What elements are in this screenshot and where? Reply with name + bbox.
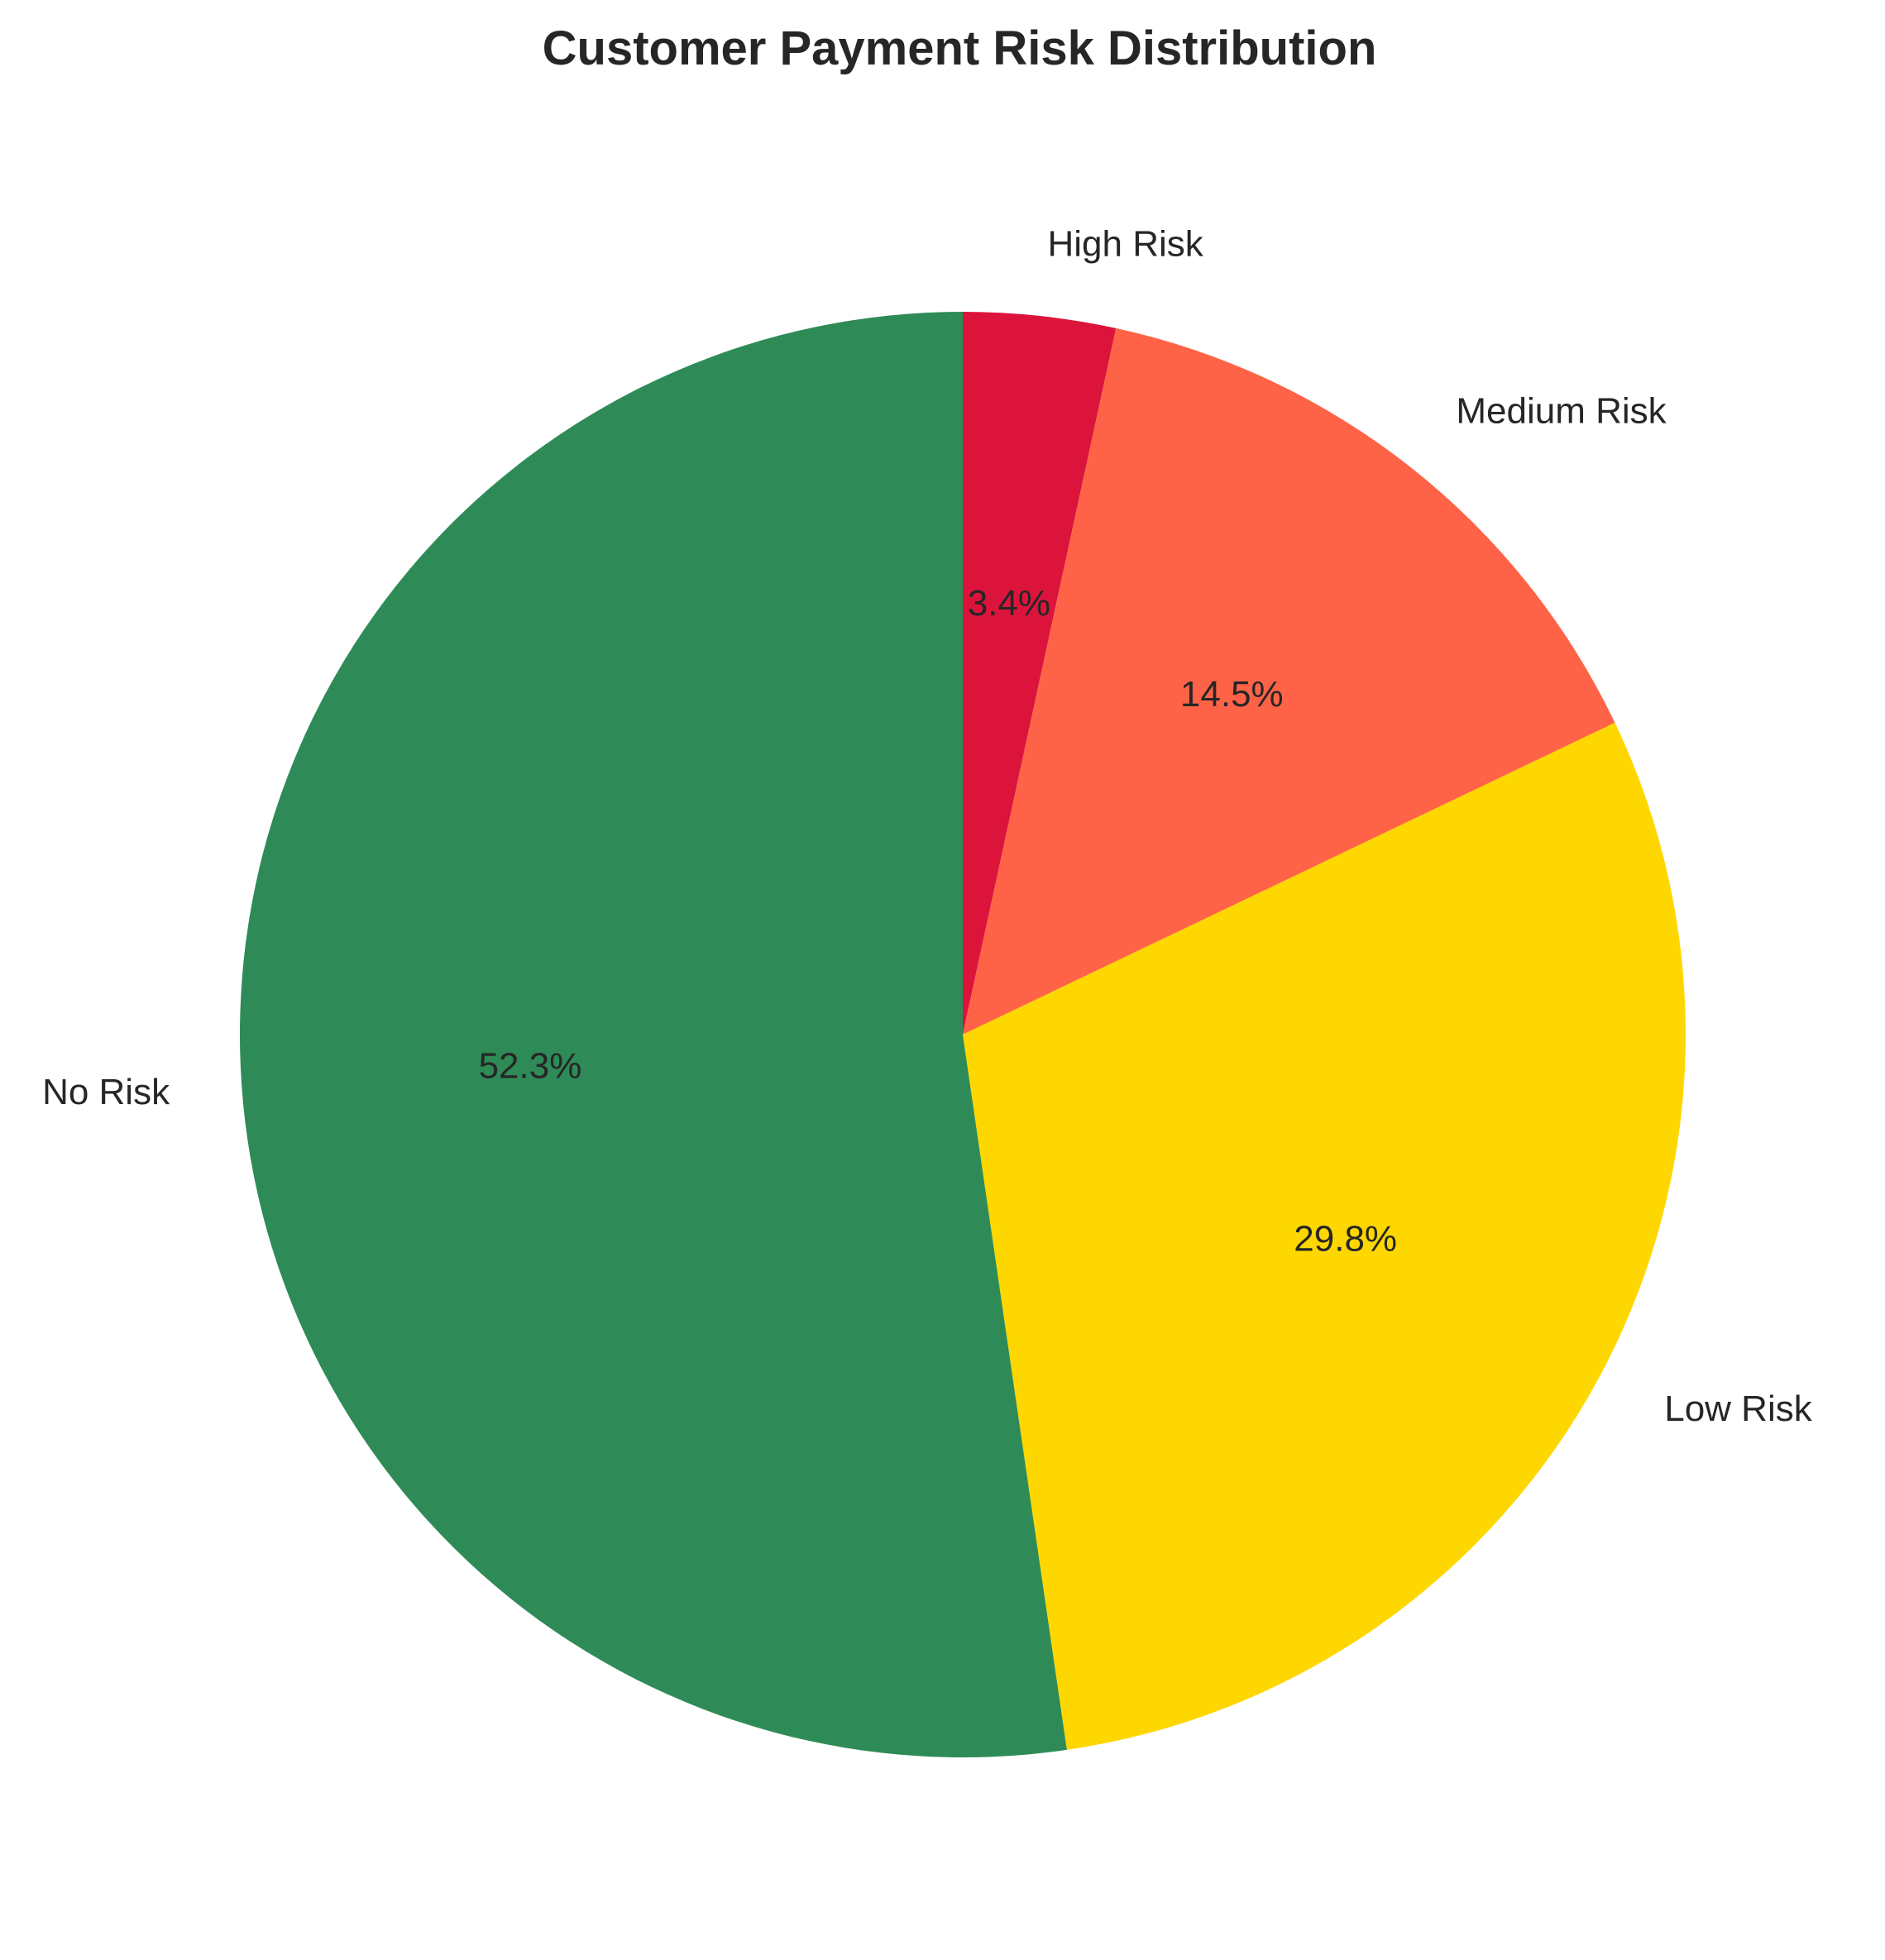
pie-slice-low-risk bbox=[963, 722, 1686, 1750]
slice-percent-no-risk: 52.3% bbox=[479, 1045, 582, 1086]
pie-slices bbox=[240, 312, 1686, 1757]
slice-label-low-risk: Low Risk bbox=[1664, 1389, 1812, 1429]
chart-title: Customer Payment Risk Distribution bbox=[543, 22, 1377, 75]
slice-label-high-risk: High Risk bbox=[1047, 224, 1203, 265]
slice-percent-medium-risk: 14.5% bbox=[1180, 674, 1284, 715]
slice-label-no-risk: No Risk bbox=[42, 1072, 170, 1112]
slice-percent-low-risk: 29.8% bbox=[1294, 1218, 1397, 1259]
pie-slice-no-risk bbox=[240, 312, 1067, 1757]
slice-percent-high-risk: 3.4% bbox=[968, 583, 1050, 624]
pie-slice-medium-risk bbox=[963, 327, 1615, 1035]
pie-slice-high-risk bbox=[963, 312, 1117, 1035]
pie-labels: High Risk 3.4% Medium Risk 14.5% Low Risk 29.… bbox=[42, 224, 1813, 1429]
slice-label-medium-risk: Medium Risk bbox=[1456, 390, 1667, 431]
